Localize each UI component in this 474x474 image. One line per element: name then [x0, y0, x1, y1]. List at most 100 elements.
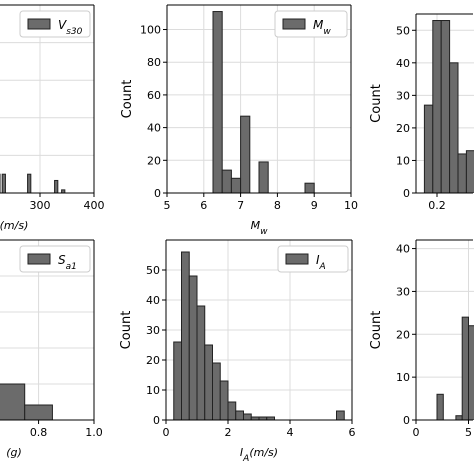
bar-third-4 [457, 153, 467, 193]
legend-swatch [27, 253, 51, 265]
y-tick-label: 50 [396, 24, 410, 37]
y-tick-label: 10 [396, 154, 410, 167]
y-tick-label: 10 [146, 384, 160, 397]
legend-label: Sa1 [58, 253, 77, 272]
panel-third: 0.2001020304050Count [369, 13, 474, 212]
x-tick-label: 10 [344, 199, 358, 212]
x-tick-label: 0.8 [30, 426, 48, 439]
legend-box [19, 245, 91, 273]
legend-swatch [282, 18, 306, 30]
bar-mw-1 [221, 169, 232, 193]
x-tick-label: 0.2 [428, 199, 446, 212]
bar-ia-9 [243, 413, 252, 420]
x-tick-label: 4 [287, 426, 294, 439]
panel-ia: 0 2 4 6 0 10 20 30 40 50 Count IA(m/s) IA [119, 239, 356, 464]
bar-sixth-1 [455, 415, 463, 420]
bar-mw-4 [258, 161, 269, 193]
x-tick-label: 400 [84, 199, 105, 212]
legend-vs30: Vs30 [19, 10, 91, 38]
legend-box [274, 10, 348, 38]
x-tick-label: 1.0 [85, 426, 103, 439]
legend-sa1: Sa1 [19, 245, 91, 273]
y-tick-label: 20 [396, 328, 410, 341]
y-tick-label: 40 [147, 122, 161, 135]
y-tick-label: 80 [147, 56, 161, 69]
x-axis-label: (g) [6, 446, 22, 459]
bar-sixth-2 [461, 316, 470, 420]
x-tick-label: 6 [200, 199, 207, 212]
x-axis-label: Mw [251, 219, 269, 237]
y-tick-label: 60 [147, 89, 161, 102]
y-tick-label: 40 [146, 294, 160, 307]
bar-third-0 [423, 104, 434, 193]
y-tick-label: 40 [396, 57, 410, 70]
legend-ia: IA [277, 245, 349, 273]
bars-sixth [436, 316, 474, 420]
bar-mw-5 [304, 182, 315, 193]
bars-mw [212, 11, 315, 193]
y-axis-label: Count [119, 311, 134, 350]
panel-vs30: 300 400 (m/s) Vs30 [0, 4, 105, 232]
x-tick-label: 0 [413, 426, 420, 439]
legend-label: IA [316, 253, 326, 272]
bar-ia-5 [212, 362, 221, 420]
legend-label: Mw [313, 18, 331, 37]
legend-swatch [27, 18, 51, 30]
legend-swatch [285, 253, 309, 265]
bar-ia-6 [219, 380, 229, 420]
y-axis-label: Count [369, 84, 384, 123]
bar-mw-0 [212, 11, 223, 193]
bar-vs30-3 [54, 179, 59, 193]
y-tick-label: 10 [396, 371, 410, 384]
y-tick-label: 0 [403, 187, 410, 200]
bar-ia-3 [196, 305, 206, 420]
y-tick-label: 30 [396, 89, 410, 102]
bar-sixth-0 [436, 393, 444, 420]
bars-sa1 [0, 383, 53, 420]
bar-ia-7 [227, 401, 237, 420]
x-axis-label: IA(m/s) [240, 446, 278, 464]
bar-sa1-2 [0, 383, 26, 420]
bar-sa1-3 [24, 404, 53, 420]
x-tick-label: 7 [237, 199, 244, 212]
y-axis-label: Count [120, 80, 135, 119]
y-tick-label: 50 [146, 264, 160, 277]
y-tick-label: 20 [396, 122, 410, 135]
bar-mw-3 [240, 115, 251, 193]
bar-vs30-4 [61, 189, 66, 193]
x-tick-label: 300 [30, 199, 51, 212]
y-tick-label: 100 [140, 24, 161, 37]
bars-vs30 [0, 173, 66, 193]
x-tick-label: 0 [163, 426, 170, 439]
y-tick-label: 40 [396, 243, 410, 256]
legend-mw: Mw [274, 10, 348, 38]
x-tick-label: 5 [465, 426, 472, 439]
bar-ia-13 [336, 410, 345, 420]
bar-third-5 [465, 150, 474, 193]
y-tick-label: 0 [153, 414, 160, 427]
y-tick-label: 30 [146, 324, 160, 337]
y-tick-label: 0 [154, 187, 161, 200]
bars-third [423, 20, 474, 193]
y-tick-label: 20 [147, 154, 161, 167]
bars-ia [173, 251, 345, 420]
bar-vs30-1 [1, 173, 6, 193]
bar-ia-8 [235, 410, 244, 420]
y-axis-label: Count [369, 311, 384, 350]
legend-box [277, 245, 349, 273]
bar-third-2 [440, 20, 451, 193]
x-axis-label: (m/s) [0, 219, 28, 232]
legend-box [19, 10, 91, 38]
x-tick-label: 6 [349, 426, 356, 439]
x-tick-label: 5 [164, 199, 171, 212]
bar-third-3 [449, 62, 459, 193]
x-tick-label: 2 [225, 426, 232, 439]
bar-ia-4 [204, 344, 213, 420]
bar-vs30-2 [27, 173, 32, 193]
bar-sixth-3 [468, 325, 474, 420]
y-tick-label: 30 [396, 285, 410, 298]
y-tick-label: 20 [146, 354, 160, 367]
legend-label: Vs30 [58, 18, 83, 37]
